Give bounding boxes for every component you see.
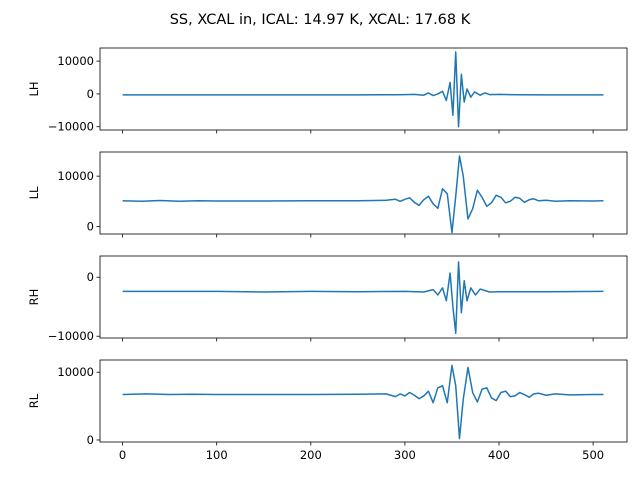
series-line-rh [123,262,604,333]
x-tick-label: 0 [119,448,126,462]
y-axis-label: LL [27,186,41,199]
y-tick-label: 0 [87,270,94,284]
y-tick-label: 0 [87,87,94,101]
figure-title: SS, XCAL in, ICAL: 14.97 K, XCAL: 17.68 … [170,12,471,28]
series-line-lh [123,52,604,127]
x-tick-label: 500 [582,448,604,462]
y-tick-label: −10000 [48,329,94,343]
subplot-lh: −10000 0 10000 LH [27,48,627,134]
x-tick-label: 100 [206,448,228,462]
y-tick-label: 0 [87,219,94,233]
subplot-ll: 0 10000 LL [27,152,627,238]
axes-frame [100,360,627,442]
axes-frame [100,152,627,234]
series-line-rl [123,365,604,438]
axes-frame [100,48,627,130]
y-tick-label: 10000 [57,169,94,183]
y-tick-label: 10000 [57,54,94,68]
y-axis-label: RH [27,289,41,306]
x-tick-label: 200 [300,448,322,462]
y-tick-label: 0 [87,433,94,447]
x-tick-label: 400 [488,448,510,462]
y-axis-label: RL [27,393,41,408]
series-line-ll [123,156,604,232]
x-tick-label: 300 [394,448,416,462]
y-tick-label: 10000 [57,365,94,379]
subplots: −10000 0 10000 LH 0 10000 LL −10000 0 RH 0 10000 0 10… [27,48,627,462]
axes-frame [100,256,627,338]
subplot-rl: 0 10000 0 100 200 300 400 500 RL [27,360,627,462]
subplot-rh: −10000 0 RH [27,256,627,343]
y-tick-label: −10000 [48,120,94,134]
y-axis-label: LH [27,81,41,96]
